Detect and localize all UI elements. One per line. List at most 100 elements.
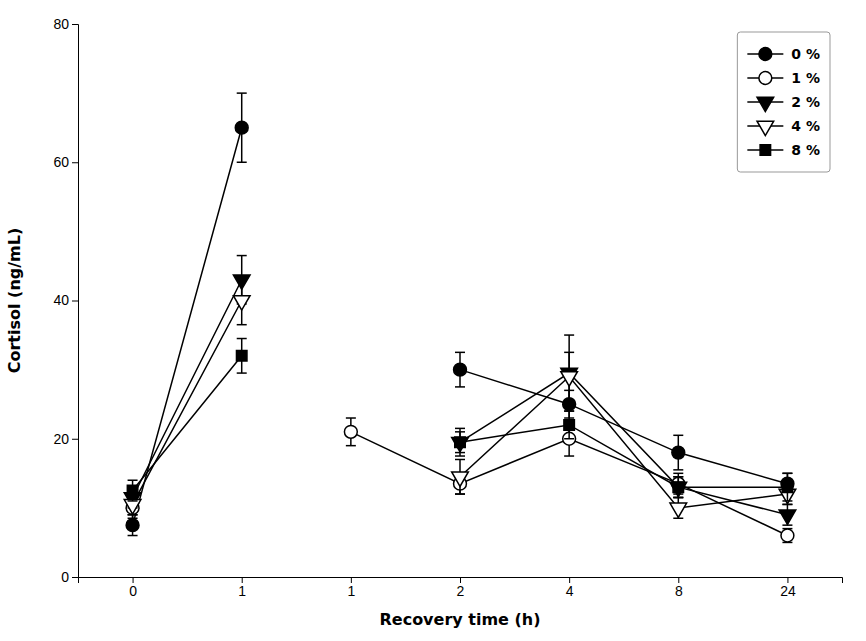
error-bar-cap [455,493,465,495]
error-bar-cap [673,473,683,475]
error-bar-cap [673,435,683,437]
error-bar-cap [237,338,247,340]
x-tick: 0 [129,577,137,599]
x-tick: 1 [347,577,355,599]
point-marker [782,482,792,492]
legend-swatch-marker [759,48,772,61]
error-bar-cap [237,372,247,374]
y-tick-label: 40 [53,292,69,308]
point-marker [672,446,685,459]
point-marker [126,519,139,532]
plot-area: 011248240204060800 %1 %2 %4 %8 % [53,16,842,599]
point-marker [127,485,137,495]
error-bar-cap [128,517,138,519]
error-bar-cap [564,438,574,440]
point-marker [236,351,246,361]
series-line [133,356,788,491]
y-tick: 60 [53,154,78,170]
error-bar-cap [564,410,574,412]
error-bar [128,480,138,501]
point-marker [233,296,250,310]
legend-items: 0 %1 %2 %4 %8 % [747,46,820,158]
error-bar-cap [782,500,792,502]
x-axis: 01124824 [79,577,843,599]
y-tick-label: 80 [53,16,69,32]
error-bar-cap [564,455,574,457]
x-tick: 1 [238,577,246,599]
point-marker [455,437,465,447]
y-tick-mark [72,24,78,25]
y-tick: 40 [53,292,78,308]
error-bar-cap [564,400,574,402]
error-bar [455,428,465,456]
error-bar-cap [237,324,247,326]
point-marker [781,529,794,542]
x-tick-label: 24 [780,583,796,599]
x-tick-label: 2 [457,583,465,599]
error-bar-cap [455,352,465,354]
legend-box [737,32,830,172]
error-bar-cap [782,473,792,475]
point-marker [344,425,357,438]
y-tick-label: 0 [61,569,69,585]
error-bar [237,339,247,374]
point-marker [561,372,578,386]
series [127,339,792,501]
series [126,418,794,542]
point-marker [670,503,687,517]
error-bar-cap [455,386,465,388]
legend-swatch-marker [757,121,774,135]
y-tick-mark [72,439,78,440]
series [126,93,794,535]
error-bar-cap [564,352,574,354]
error-bar [564,411,574,439]
error-bar-cap [455,428,465,430]
x-tick-label: 4 [566,583,574,599]
point-marker [124,500,141,514]
error-bar-cap [455,459,465,461]
error-bar-cap [673,497,683,499]
legend-item: 1 % [747,70,820,86]
error-bar [782,473,792,501]
error-bar-cap [455,493,465,495]
legend-item: 2 % [747,94,820,112]
legend-label: 2 % [791,94,820,110]
point-marker [235,121,248,134]
point-marker [452,472,469,486]
data-layer [124,93,796,542]
x-tick: 4 [566,577,574,599]
y-axis-line [72,25,79,578]
error-bar-cap [455,455,465,457]
error-bar-cap [128,479,138,481]
error-bar-cap [673,476,683,478]
error-bar [673,473,683,494]
error-bar-cap [237,92,247,94]
legend-label: 1 % [791,70,820,86]
legend: 0 %1 %2 %4 %8 % [737,32,830,172]
series-line [133,432,788,536]
legend-swatch-marker [760,145,770,155]
series [124,276,796,518]
x-tick-label: 1 [238,583,246,599]
x-tick-label: 1 [347,583,355,599]
error-bar-cap [673,497,683,499]
x-axis-title: Recovery time (h) [379,610,540,629]
error-bar-cap [128,535,138,537]
error-bar-cap [564,334,574,336]
legend-swatch-marker [757,97,774,111]
x-tick: 8 [675,577,683,599]
legend-label: 4 % [791,118,820,134]
error-bar-cap [782,473,792,475]
y-tick: 0 [61,569,78,585]
y-tick-label: 20 [53,431,69,447]
error-bar [673,477,683,498]
legend-item: 4 % [747,118,820,136]
x-tick: 2 [457,577,465,599]
error-bar-cap [237,162,247,164]
legend-item: 8 % [747,142,820,158]
y-axis-title: Cortisol (ng/mL) [5,228,24,374]
point-marker [454,363,467,376]
point-marker [673,482,683,492]
error-bar-cap [673,476,683,478]
x-tick-label: 0 [129,583,137,599]
